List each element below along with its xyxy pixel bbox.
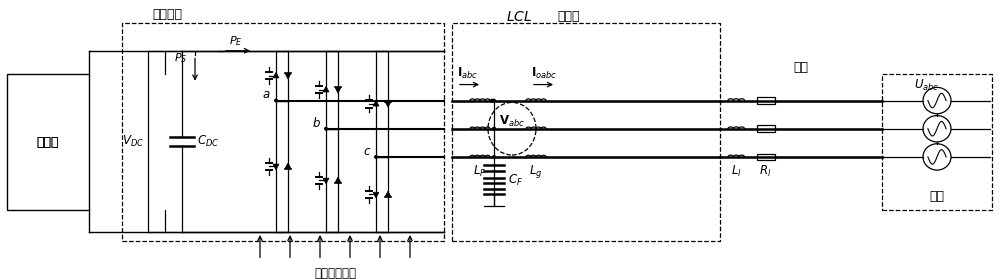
Text: 功率源: 功率源	[37, 136, 59, 149]
Text: $LCL$: $LCL$	[506, 10, 532, 24]
Text: $V_{DC}$: $V_{DC}$	[122, 134, 144, 149]
Circle shape	[275, 99, 277, 102]
Polygon shape	[373, 100, 379, 106]
Text: $\mathbf{I}_{oabc}$: $\mathbf{I}_{oabc}$	[531, 66, 557, 81]
Polygon shape	[273, 164, 279, 170]
Bar	[452, 23, 720, 242]
Polygon shape	[323, 86, 329, 92]
Text: 电网: 电网	[930, 190, 945, 203]
Text: $C_{DC}$: $C_{DC}$	[197, 134, 219, 149]
Text: $\mathbf{V}_{abc}$: $\mathbf{V}_{abc}$	[499, 114, 525, 129]
Text: $P_E$: $P_E$	[229, 34, 243, 48]
Polygon shape	[385, 102, 391, 107]
Circle shape	[375, 156, 377, 158]
Polygon shape	[335, 88, 341, 93]
Text: $\mathbf{I}_{abc}$: $\mathbf{I}_{abc}$	[457, 66, 478, 81]
Text: 功率源: 功率源	[37, 136, 59, 149]
Text: $R_l$: $R_l$	[759, 163, 772, 179]
Text: $L_g$: $L_g$	[529, 163, 543, 181]
Polygon shape	[335, 177, 341, 183]
Bar	[7, 74, 89, 210]
Text: 线路: 线路	[794, 61, 808, 74]
Text: b: b	[312, 117, 320, 129]
Text: a: a	[263, 88, 270, 101]
Text: $U_{abc}$: $U_{abc}$	[914, 78, 940, 93]
Text: c: c	[364, 145, 370, 158]
Bar	[882, 74, 992, 210]
Polygon shape	[273, 72, 279, 78]
Circle shape	[493, 156, 495, 158]
Circle shape	[325, 128, 327, 130]
Circle shape	[493, 128, 495, 130]
Bar	[757, 126, 774, 132]
Text: 滤波器: 滤波器	[557, 10, 579, 23]
Bar	[757, 154, 774, 160]
Text: $L_l$: $L_l$	[731, 163, 742, 179]
Polygon shape	[285, 163, 291, 169]
Polygon shape	[323, 178, 329, 184]
Bar	[122, 23, 444, 242]
Text: $L_F$: $L_F$	[473, 164, 487, 179]
Text: $P_S$: $P_S$	[174, 51, 187, 65]
Circle shape	[493, 128, 495, 130]
Circle shape	[493, 99, 495, 102]
Text: 直流母线: 直流母线	[152, 8, 182, 21]
Polygon shape	[285, 73, 291, 79]
Text: 调制信号输入: 调制信号输入	[314, 267, 356, 279]
Text: $C_F$: $C_F$	[508, 173, 523, 188]
Bar	[757, 97, 774, 104]
Polygon shape	[373, 192, 379, 198]
Polygon shape	[385, 191, 391, 197]
Circle shape	[491, 99, 493, 102]
